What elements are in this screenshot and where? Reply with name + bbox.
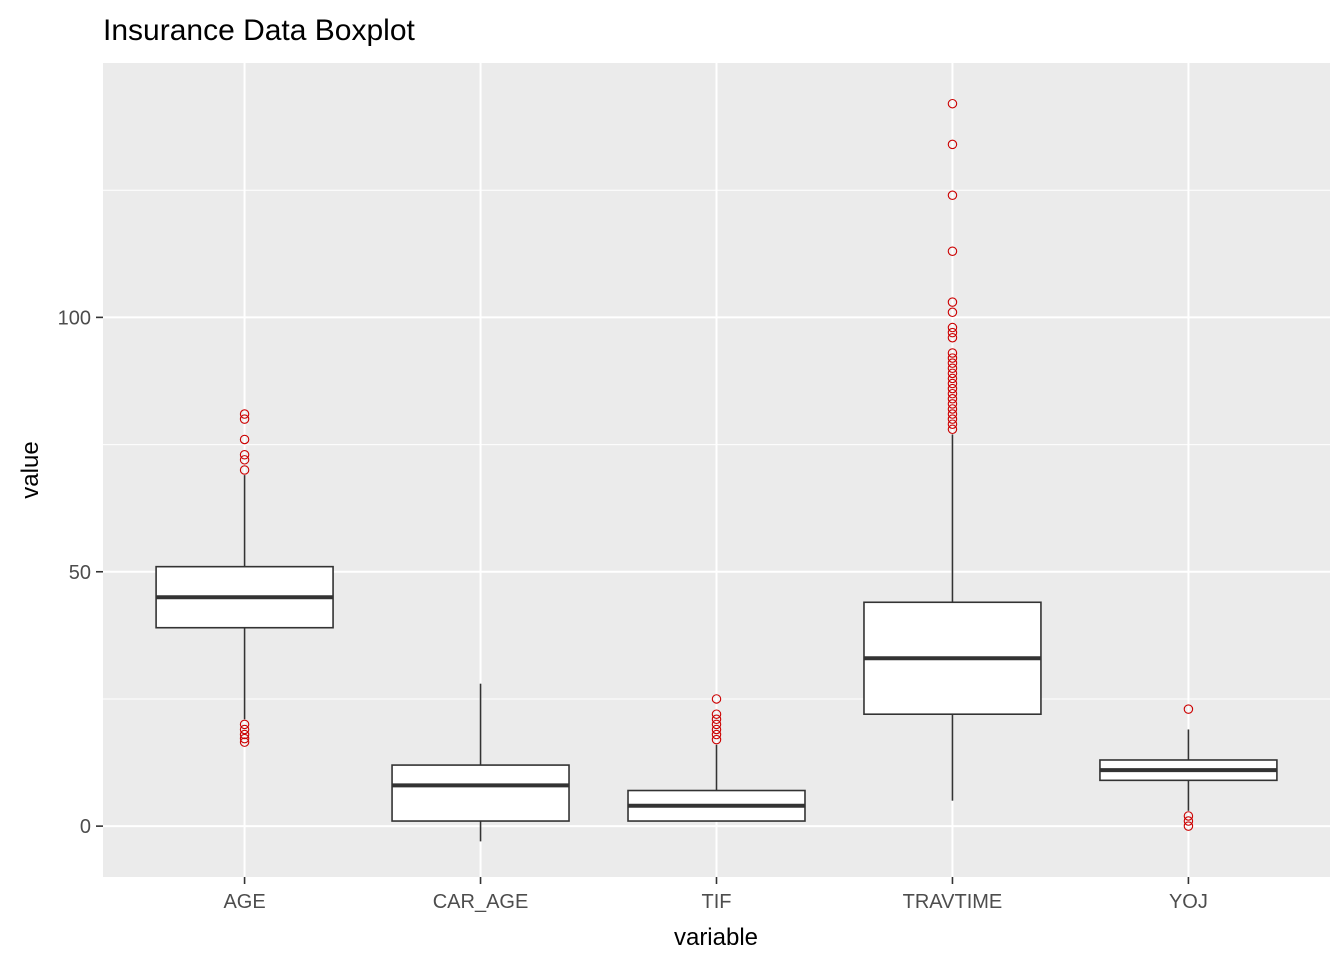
outlier-point (947, 414, 958, 424)
outlier-point (1183, 816, 1194, 826)
outlier-point (1183, 821, 1194, 831)
outlier-point (239, 733, 250, 744)
outlier-point (947, 327, 958, 338)
outlier-point (947, 190, 958, 201)
x-tick-label: AGE (223, 891, 265, 913)
outlier-point (947, 378, 958, 389)
outlier-point (239, 455, 250, 465)
x-tick-label: CAR_AGE (433, 891, 529, 913)
y-tick-label: 50 (69, 562, 91, 584)
outlier-point (947, 409, 958, 419)
x-tick-label: YOJ (1169, 891, 1208, 913)
outlier-point (947, 394, 958, 404)
outlier-point (947, 424, 958, 435)
outlier-point (239, 434, 250, 445)
box-yoj (1099, 704, 1278, 831)
outlier-point (711, 714, 722, 725)
x-tick-label: TRAVTIME (903, 891, 1003, 913)
outlier-point (947, 373, 958, 384)
outlier-point (239, 465, 250, 475)
outlier-point (947, 368, 958, 379)
outlier-point (239, 414, 250, 424)
outlier-point (239, 737, 250, 747)
axis-layer: 0 50 100 AGE CAR_AGE TIF TRAVTIME YOJ (58, 307, 1208, 913)
outlier-point (947, 348, 958, 358)
outlier-point (239, 409, 250, 419)
outlier-point (947, 322, 958, 333)
outlier-point (947, 246, 958, 256)
outlier-point (711, 709, 722, 719)
outlier-point (947, 363, 958, 373)
outlier-point (947, 399, 958, 409)
y-tick-label: 0 (80, 816, 91, 838)
outlier-point (711, 724, 722, 735)
box-iqr (391, 764, 570, 822)
chart-title: Insurance Data Boxplot (103, 14, 416, 47)
outlier-point (947, 388, 958, 399)
outlier-point (239, 719, 250, 730)
box-travtime (863, 98, 1042, 801)
outlier-point (947, 139, 958, 150)
outlier-point (711, 734, 722, 745)
outlier-point (239, 449, 250, 460)
outlier-point (947, 419, 958, 429)
box-car-age (391, 683, 570, 842)
outlier-point (711, 729, 722, 740)
outlier-point (947, 358, 958, 368)
outlier-point (947, 404, 958, 414)
outlier-point (711, 719, 722, 730)
outlier-point (947, 332, 958, 343)
outlier-point (947, 353, 958, 363)
outlier-point (239, 729, 250, 740)
y-axis-title: value (17, 441, 44, 498)
box-age (155, 409, 334, 747)
outlier-point (1183, 811, 1194, 821)
box-layer (155, 98, 1278, 842)
x-tick-label: TIF (702, 891, 732, 913)
y-tick-label: 100 (58, 307, 91, 329)
box-tif (627, 694, 806, 822)
outlier-point (711, 694, 722, 704)
outlier-point (1183, 704, 1194, 714)
outlier-point (947, 98, 958, 109)
outlier-point (239, 724, 250, 735)
outlier-point (947, 297, 958, 307)
x-axis-title: variable (674, 924, 758, 951)
outlier-point (947, 383, 958, 394)
outlier-point (947, 307, 958, 318)
